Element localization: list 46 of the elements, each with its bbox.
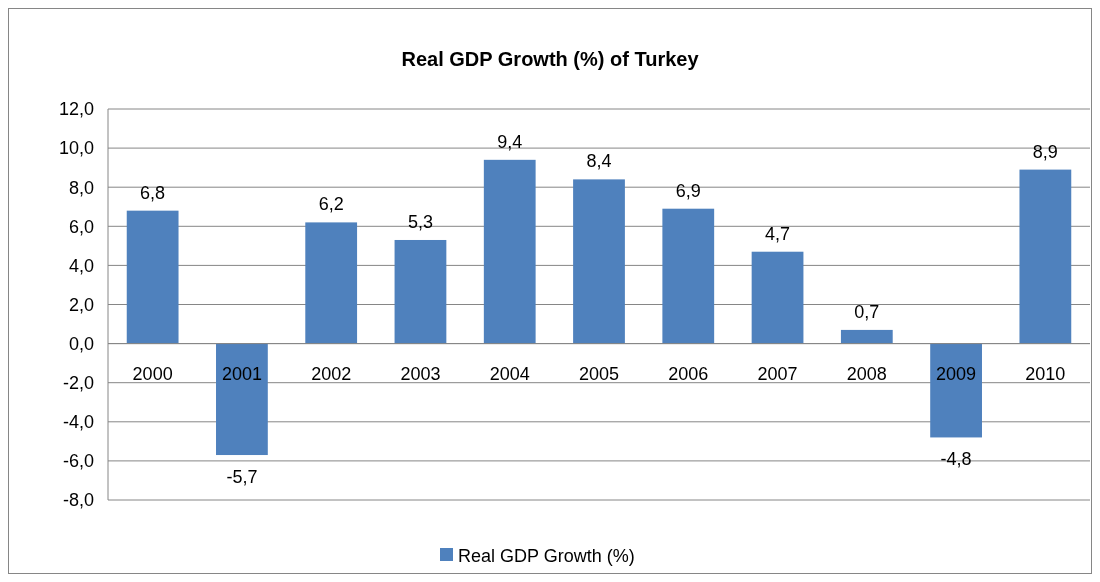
x-tick-label: 2010 — [1025, 363, 1066, 384]
bar — [216, 343, 268, 456]
bar — [394, 239, 447, 344]
x-tick-label: 2004 — [489, 363, 530, 384]
data-label: 6,2 — [318, 194, 344, 215]
x-tick-label: 2003 — [400, 363, 441, 384]
y-tick-label: 0,0 — [68, 333, 94, 354]
y-tick-label: 12,0 — [58, 99, 94, 120]
bar — [573, 179, 625, 344]
data-label: 5,3 — [407, 211, 433, 232]
legend-label: Real GDP Growth (%) — [458, 546, 635, 567]
data-label: 0,7 — [854, 301, 880, 322]
data-label: 6,8 — [140, 182, 166, 203]
x-tick-label: 2005 — [578, 363, 620, 384]
x-tick-label: 2001 — [221, 363, 262, 384]
data-label: 8,4 — [586, 151, 612, 172]
bar — [1019, 169, 1072, 344]
y-tick-label: 4,0 — [68, 255, 94, 276]
bar — [662, 208, 715, 344]
y-tick-label: -6,0 — [62, 451, 94, 472]
bar — [483, 159, 536, 344]
bar — [930, 343, 982, 438]
y-tick-label: 2,0 — [68, 294, 94, 315]
y-tick-label: 6,0 — [68, 216, 94, 237]
x-tick-label: 2002 — [311, 363, 352, 384]
chart-title: Real GDP Growth (%) of Turkey — [401, 48, 700, 70]
x-tick-label: 2000 — [132, 363, 173, 384]
bar — [305, 222, 358, 344]
y-tick-label: -4,0 — [62, 412, 94, 433]
data-label: 4,7 — [765, 223, 791, 244]
x-tick-label: 2006 — [668, 363, 709, 384]
y-tick-label: 10,0 — [58, 138, 94, 159]
data-label: 6,9 — [675, 180, 701, 201]
x-tick-label: 2008 — [846, 363, 887, 384]
y-tick-label: -2,0 — [62, 373, 94, 393]
data-label: 8,9 — [1032, 141, 1058, 162]
bar — [840, 329, 893, 344]
x-tick-label: 2007 — [757, 363, 798, 384]
data-label: -4,8 — [940, 449, 972, 470]
y-tick-label: 8,0 — [68, 177, 94, 198]
bar — [126, 210, 179, 344]
data-label: -5,7 — [226, 467, 258, 488]
x-tick-label: 2009 — [936, 363, 977, 384]
data-label: 9,4 — [497, 131, 523, 152]
bar — [751, 251, 804, 344]
y-tick-label: -8,0 — [62, 490, 94, 511]
